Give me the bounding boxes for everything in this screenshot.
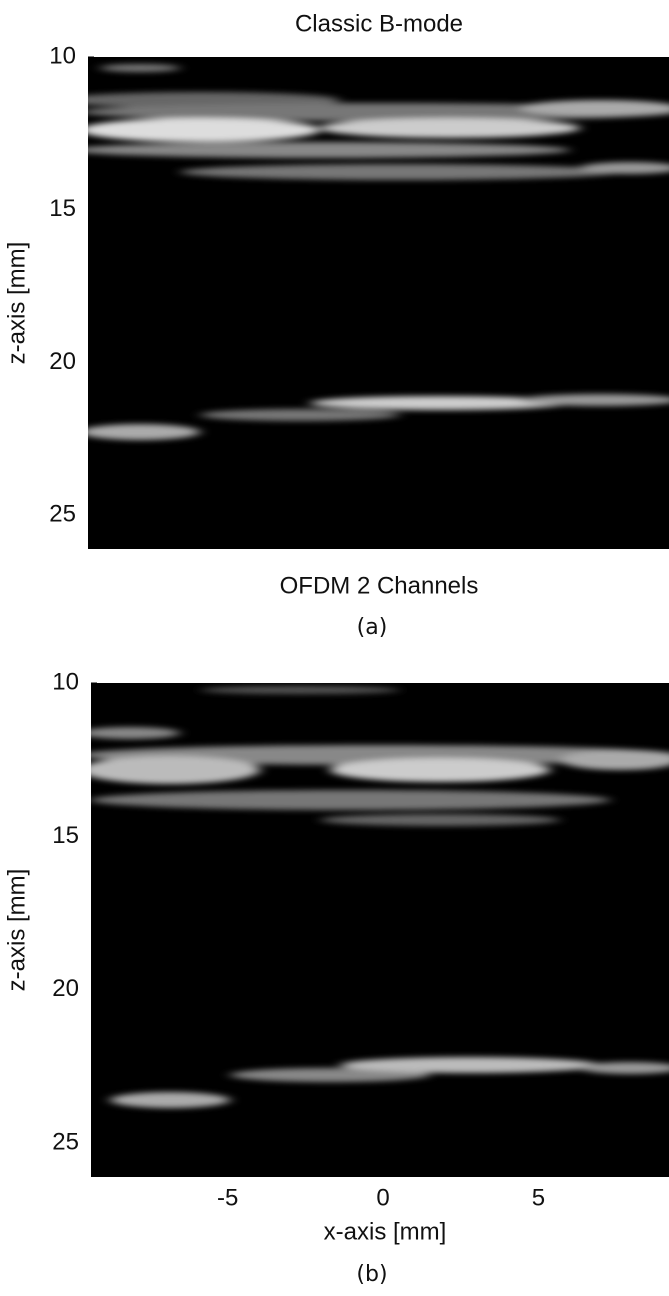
chart-title: Classic B-mode — [295, 10, 463, 37]
y-tick-label: 10 — [49, 42, 76, 69]
tissue-bands — [88, 64, 669, 440]
y-tick-label: 10 — [52, 668, 79, 695]
caption: (b) — [356, 1262, 387, 1287]
caption: (a) — [357, 615, 388, 640]
x-tick-label: 0 — [376, 1184, 389, 1211]
y-tick-label: 20 — [49, 348, 76, 375]
y-axis-label: z-axis [mm] — [3, 242, 30, 365]
y-axis-label: z-axis [mm] — [3, 869, 30, 992]
chart-title: OFDM 2 Channels — [280, 572, 479, 599]
y-tick-label: 15 — [52, 822, 79, 849]
y-tick-label: 25 — [52, 1129, 79, 1156]
x-tick-label: -5 — [217, 1184, 238, 1211]
x-tick-label: 5 — [532, 1184, 545, 1211]
tissue-bands — [91, 686, 669, 1108]
y-tick-label: 15 — [49, 195, 76, 222]
x-axis-label: x-axis [mm] — [324, 1218, 447, 1245]
y-tick-label: 20 — [52, 975, 79, 1002]
y-tick-label: 25 — [49, 501, 76, 528]
